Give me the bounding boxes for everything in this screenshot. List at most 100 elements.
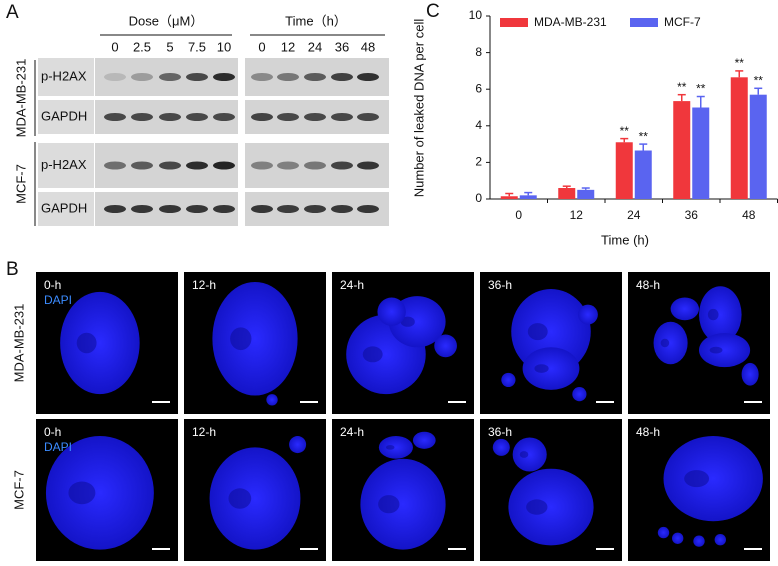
lane-label: 10 bbox=[217, 39, 231, 54]
time-header: Time（h） bbox=[285, 13, 347, 28]
legend-label: MDA-MB-231 bbox=[534, 15, 607, 29]
y-tick-label: 2 bbox=[475, 155, 482, 169]
chromatin bbox=[527, 323, 548, 341]
chromatin bbox=[228, 488, 252, 509]
chromatin bbox=[400, 316, 415, 327]
nucleus bbox=[212, 281, 298, 396]
blot-band bbox=[304, 113, 326, 121]
legend-label: MCF-7 bbox=[664, 15, 701, 29]
blot-band bbox=[304, 161, 326, 170]
lane-label: 0 bbox=[258, 39, 265, 54]
blot-band bbox=[104, 113, 126, 121]
stain-label: DAPI bbox=[44, 440, 72, 454]
time-label: 24-h bbox=[340, 278, 364, 292]
panel-label: A bbox=[6, 2, 19, 23]
nucleus bbox=[672, 532, 684, 544]
nucleus bbox=[657, 526, 670, 539]
blot-band bbox=[104, 161, 126, 170]
nucleus bbox=[577, 304, 598, 325]
blot-band bbox=[213, 205, 235, 213]
lane-label: 24 bbox=[308, 39, 322, 54]
lane-label: 7.5 bbox=[188, 39, 206, 54]
blot-band bbox=[251, 113, 273, 121]
blot-band bbox=[213, 73, 235, 81]
blot-band bbox=[131, 205, 153, 213]
blot-band bbox=[131, 113, 153, 121]
chromatin bbox=[519, 451, 529, 458]
blot-band bbox=[304, 73, 326, 81]
nucleus bbox=[377, 297, 406, 326]
legend-swatch bbox=[630, 18, 658, 27]
blot-band bbox=[104, 73, 126, 81]
chromatin bbox=[660, 338, 670, 348]
time-label: 24-h bbox=[340, 425, 364, 439]
chromatin bbox=[684, 470, 710, 488]
micrograph bbox=[628, 272, 770, 414]
panel-label: B bbox=[6, 259, 19, 280]
lane-label: 36 bbox=[335, 39, 349, 54]
y-tick-label: 10 bbox=[469, 8, 483, 22]
lane-label: 12 bbox=[281, 39, 295, 54]
bar bbox=[519, 195, 537, 199]
x-tick-label: 24 bbox=[627, 208, 641, 222]
y-tick-label: 6 bbox=[475, 81, 482, 95]
time-label: 12-h bbox=[192, 278, 216, 292]
stain-label: DAPI bbox=[44, 293, 72, 307]
blot-band bbox=[277, 161, 299, 170]
time-label: 0-h bbox=[44, 278, 61, 292]
legend-swatch bbox=[500, 18, 528, 27]
nucleus bbox=[511, 289, 591, 375]
blot-band bbox=[131, 161, 153, 170]
nucleus bbox=[60, 291, 140, 395]
chromatin bbox=[709, 346, 723, 354]
y-axis-label: Number of leaked DNA per cell bbox=[411, 19, 426, 198]
blot-band bbox=[186, 205, 208, 213]
chromatin bbox=[378, 495, 400, 514]
chromatin bbox=[707, 308, 719, 321]
lane-label: 0 bbox=[111, 39, 118, 54]
dose-header: Dose（μM） bbox=[129, 13, 204, 28]
blot-label-box bbox=[38, 143, 94, 188]
chromatin bbox=[68, 481, 96, 505]
significance: ** bbox=[696, 82, 706, 96]
cell-line-label: MCF-7 bbox=[13, 164, 28, 204]
nucleus bbox=[492, 438, 510, 456]
protein-label: GAPDH bbox=[41, 200, 87, 215]
chromatin bbox=[362, 346, 383, 363]
y-tick-label: 4 bbox=[475, 118, 482, 132]
blot-band bbox=[277, 205, 299, 213]
blot-band bbox=[331, 161, 353, 170]
bar bbox=[615, 142, 633, 199]
significance: ** bbox=[677, 80, 687, 94]
lane-label: 2.5 bbox=[133, 39, 151, 54]
nucleus bbox=[209, 447, 301, 550]
blot-label-box bbox=[38, 100, 94, 134]
blot-band bbox=[331, 113, 353, 121]
blot-band bbox=[213, 161, 235, 170]
nucleus bbox=[508, 468, 594, 546]
blot-band bbox=[251, 73, 273, 81]
lane-label: 48 bbox=[361, 39, 375, 54]
lane-label: 5 bbox=[166, 39, 173, 54]
nucleus bbox=[741, 362, 759, 386]
blot-band bbox=[104, 205, 126, 213]
blot-label-box bbox=[38, 192, 94, 226]
bar bbox=[634, 150, 652, 199]
blot-band bbox=[277, 73, 299, 81]
protein-label: p-H2AX bbox=[41, 68, 87, 83]
time-label: 36-h bbox=[488, 425, 512, 439]
blot-band bbox=[131, 73, 153, 81]
blot-band bbox=[357, 113, 379, 121]
cell-line-label: MDA-MB-231 bbox=[13, 59, 28, 138]
x-tick-label: 48 bbox=[742, 208, 756, 222]
y-tick-label: 0 bbox=[475, 191, 482, 205]
nucleus bbox=[378, 436, 413, 459]
chromatin bbox=[385, 445, 395, 450]
nucleus bbox=[653, 321, 688, 365]
blot-band bbox=[213, 113, 235, 121]
chromatin bbox=[534, 364, 549, 373]
chromatin bbox=[230, 327, 252, 351]
significance: ** bbox=[735, 56, 745, 70]
blot-band bbox=[251, 161, 273, 170]
